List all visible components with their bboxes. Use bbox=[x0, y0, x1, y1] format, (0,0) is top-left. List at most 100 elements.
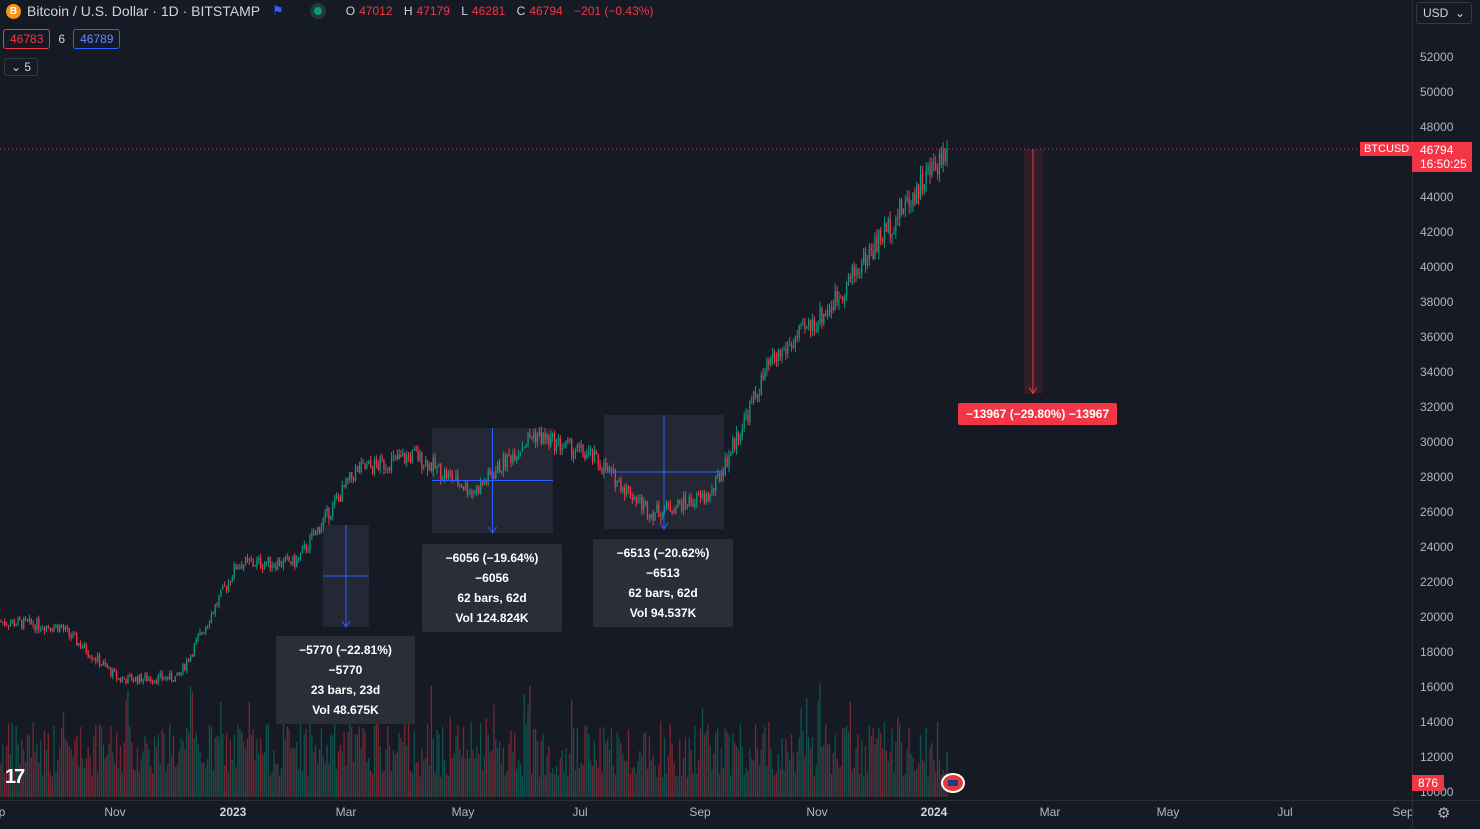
volume-bar bbox=[428, 765, 431, 797]
candle-body bbox=[588, 451, 590, 455]
volume-bar bbox=[129, 726, 131, 797]
volume-bar bbox=[244, 748, 247, 797]
ohlc-values: O 47012 H 47179 L 46281 C 46794 −201 (−0.43%… bbox=[345, 4, 654, 18]
volume-bar bbox=[271, 771, 273, 797]
market-status-icon[interactable] bbox=[309, 3, 326, 19]
volume-bar bbox=[114, 763, 116, 797]
chart-area[interactable] bbox=[0, 0, 1412, 800]
candle-body bbox=[906, 197, 908, 201]
volume-bar bbox=[279, 775, 281, 797]
candle-body bbox=[561, 448, 563, 451]
candle-body bbox=[123, 678, 125, 680]
candle-body bbox=[313, 533, 315, 536]
candle-body bbox=[904, 200, 906, 210]
candle-body bbox=[891, 233, 893, 238]
candle-body bbox=[96, 655, 99, 662]
volume-bar bbox=[734, 743, 736, 797]
volume-bar bbox=[576, 728, 578, 797]
volume-bar bbox=[516, 769, 518, 797]
candle-body bbox=[836, 291, 838, 303]
candle-body bbox=[732, 438, 734, 454]
volume-bar bbox=[857, 734, 859, 797]
volume-bar bbox=[914, 770, 916, 797]
volume-bar bbox=[557, 775, 560, 797]
candle-body bbox=[773, 352, 776, 360]
candle-body bbox=[144, 674, 146, 680]
candle-body bbox=[821, 307, 823, 324]
volume-bar bbox=[267, 723, 269, 797]
candle-body bbox=[375, 459, 378, 464]
volume-bar bbox=[838, 767, 840, 797]
us-flag-icon[interactable] bbox=[941, 773, 965, 793]
candle-body bbox=[807, 320, 810, 327]
candle-body bbox=[131, 675, 133, 681]
volume-bar bbox=[345, 765, 347, 797]
volume-bar bbox=[715, 732, 717, 797]
candle-body bbox=[781, 350, 783, 357]
volume-bar bbox=[191, 691, 194, 797]
indicators-toggle[interactable]: ⌄ 5 bbox=[4, 58, 39, 76]
candle-body bbox=[210, 613, 213, 623]
volume-bar bbox=[64, 738, 67, 797]
candle-body bbox=[165, 676, 167, 680]
volume-bar bbox=[823, 744, 825, 797]
candle-body bbox=[461, 484, 463, 488]
candle-body bbox=[78, 643, 80, 646]
candle-body bbox=[330, 515, 332, 520]
price-tick: 16000 bbox=[1420, 680, 1454, 694]
bid-button[interactable]: 46783 bbox=[3, 29, 51, 49]
symbol-title[interactable]: Bitcoin / U.S. Dollar · 1D · BITSTAMP bbox=[27, 3, 261, 19]
candle-body bbox=[53, 626, 55, 631]
volume-bar bbox=[15, 726, 17, 797]
candle-body bbox=[624, 487, 626, 495]
flag-icon[interactable]: ⚑ bbox=[272, 3, 284, 18]
candle-body bbox=[893, 231, 895, 234]
candle-body bbox=[529, 433, 531, 438]
candle-body bbox=[250, 560, 252, 562]
time-axis[interactable] bbox=[0, 800, 1412, 829]
volume-bar bbox=[497, 747, 499, 797]
volume-bar bbox=[849, 701, 852, 797]
candle-body bbox=[267, 556, 269, 564]
gear-icon[interactable]: ⚙ bbox=[1437, 805, 1451, 822]
volume-bar bbox=[354, 734, 357, 797]
volume-bar bbox=[531, 773, 533, 797]
volume-bar bbox=[709, 745, 711, 797]
currency-button[interactable]: USD ⌄ bbox=[1416, 2, 1472, 24]
volume-bar bbox=[478, 753, 480, 797]
volume-bar bbox=[188, 733, 190, 797]
volume-bar bbox=[385, 749, 387, 797]
candle-body bbox=[377, 463, 379, 470]
volume-bar bbox=[762, 733, 764, 797]
volume-bar bbox=[625, 761, 628, 797]
volume-bar bbox=[872, 728, 874, 797]
tradingview-logo-icon[interactable]: 17 bbox=[5, 766, 25, 788]
bitcoin-logo-icon: B bbox=[6, 3, 21, 19]
price-chart[interactable] bbox=[0, 0, 1412, 800]
candle-body bbox=[923, 184, 925, 191]
volume-bar bbox=[330, 734, 332, 797]
volume-bar bbox=[675, 775, 677, 797]
candle-body bbox=[555, 440, 558, 452]
volume-bar bbox=[93, 736, 95, 797]
candle-body bbox=[271, 565, 273, 569]
volume-bar bbox=[726, 731, 728, 797]
candle-body bbox=[525, 444, 527, 448]
ask-button[interactable]: 46789 bbox=[73, 29, 121, 49]
volume-bar bbox=[936, 722, 939, 797]
candle-body bbox=[673, 512, 675, 514]
candle-body bbox=[902, 209, 905, 214]
candle-body bbox=[766, 360, 768, 371]
volume-bar bbox=[902, 776, 905, 797]
volume-bar bbox=[106, 755, 108, 797]
price-axis[interactable] bbox=[1412, 0, 1480, 800]
volume-bar bbox=[701, 708, 704, 797]
volume-bar bbox=[504, 775, 506, 797]
candle-body bbox=[373, 459, 376, 474]
volume-bar bbox=[146, 743, 148, 797]
volume-bar bbox=[804, 755, 806, 797]
volume-bar bbox=[87, 746, 89, 797]
symbol-price-tag: BTCUSD bbox=[1360, 142, 1414, 156]
candle-body bbox=[51, 629, 53, 631]
volume-bar bbox=[216, 735, 218, 797]
